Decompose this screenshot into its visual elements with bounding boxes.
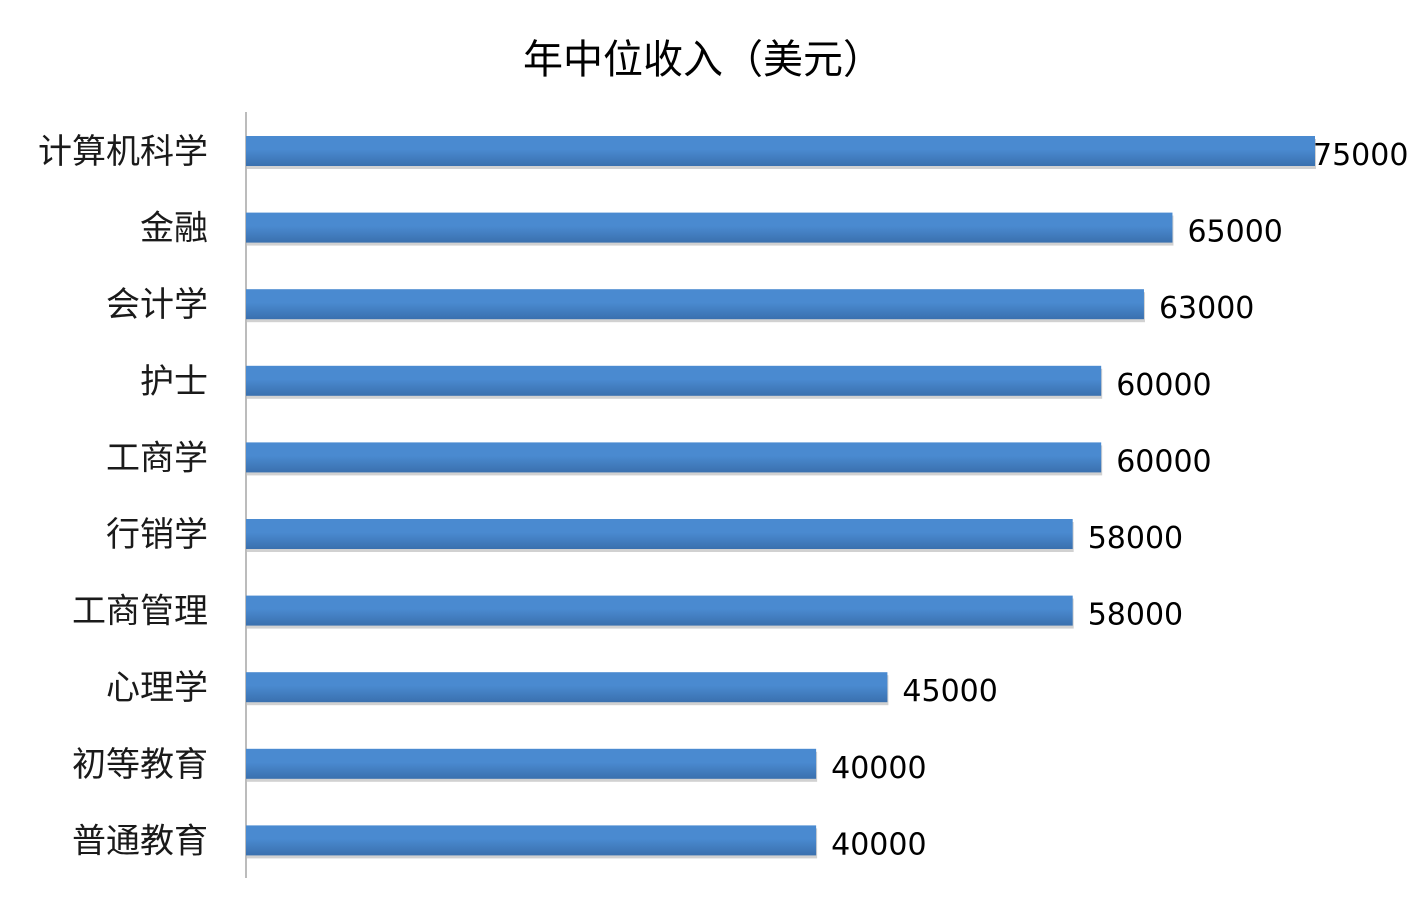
bars-layer: 计算机科学 75000 金融 65000 会计学 63000 护士 60000 工商学 60000… [38, 132, 1408, 862]
category-label: 计算机科学 [38, 132, 208, 172]
category-label: 工商学 [106, 438, 208, 478]
value-label: 60000 [1116, 444, 1211, 479]
value-label: 65000 [1187, 215, 1282, 250]
bar [246, 595, 1073, 626]
bar [246, 289, 1144, 320]
category-label: 工商管理 [72, 592, 208, 632]
category-label: 心理学 [106, 668, 208, 708]
bar [246, 136, 1315, 166]
chart-title: 年中位收入（美元） [523, 37, 883, 83]
value-label: 63000 [1159, 291, 1254, 326]
value-label: 60000 [1116, 368, 1211, 403]
category-label: 普通教育 [72, 821, 208, 861]
bar [246, 825, 817, 856]
bar [246, 442, 1102, 473]
bar [246, 365, 1102, 396]
bar [246, 212, 1173, 243]
category-label: 行销学 [106, 515, 208, 555]
category-label: 初等教育 [72, 745, 208, 785]
category-label: 金融 [140, 209, 208, 249]
bar [246, 748, 817, 779]
category-label: 会计学 [106, 285, 208, 325]
value-label: 45000 [902, 674, 997, 709]
value-label: 75000 [1313, 138, 1408, 173]
bar [246, 519, 1073, 549]
value-label: 40000 [831, 827, 926, 862]
value-label: 58000 [1088, 521, 1183, 556]
bar [246, 672, 888, 703]
value-label: 58000 [1088, 598, 1183, 633]
category-label: 护士 [140, 362, 208, 402]
value-label: 40000 [831, 751, 926, 786]
